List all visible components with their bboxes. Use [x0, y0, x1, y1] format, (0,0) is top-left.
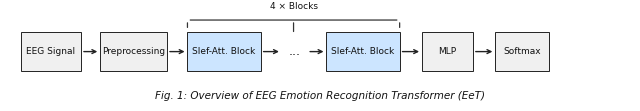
Text: EEG Signal: EEG Signal — [26, 47, 76, 56]
Text: Softmax: Softmax — [504, 47, 541, 56]
Text: Slef-Att. Block: Slef-Att. Block — [332, 47, 395, 56]
Text: Preprocessing: Preprocessing — [102, 47, 165, 56]
FancyBboxPatch shape — [495, 32, 549, 71]
Text: Slef-Att. Block: Slef-Att. Block — [193, 47, 256, 56]
FancyBboxPatch shape — [188, 32, 260, 71]
FancyBboxPatch shape — [422, 32, 473, 71]
FancyBboxPatch shape — [100, 32, 167, 71]
Text: 4 × Blocks: 4 × Blocks — [269, 2, 317, 11]
FancyBboxPatch shape — [20, 32, 81, 71]
Text: Fig. 1: Overview of EEG Emotion Recognition Transformer (EeT): Fig. 1: Overview of EEG Emotion Recognit… — [155, 91, 485, 101]
FancyBboxPatch shape — [326, 32, 399, 71]
Text: ...: ... — [289, 45, 301, 58]
Text: MLP: MLP — [438, 47, 456, 56]
